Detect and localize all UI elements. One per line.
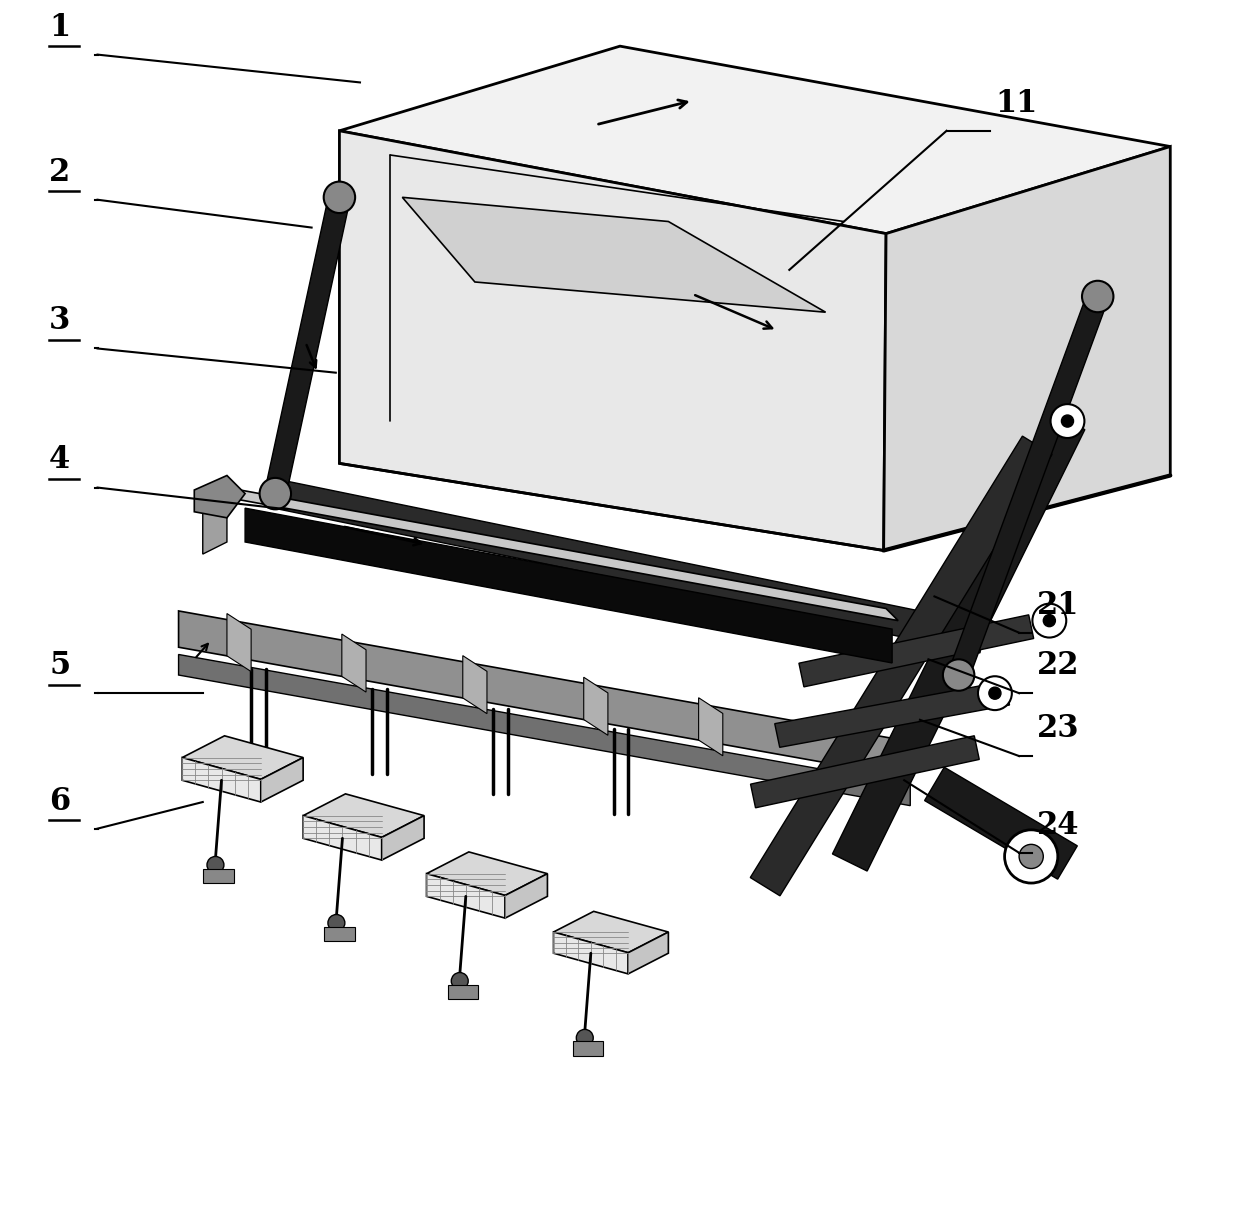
Circle shape: [324, 181, 355, 213]
Polygon shape: [553, 931, 629, 974]
Polygon shape: [463, 655, 487, 714]
Polygon shape: [382, 816, 424, 860]
Polygon shape: [182, 758, 260, 803]
Circle shape: [978, 676, 1012, 710]
Circle shape: [259, 478, 291, 510]
Polygon shape: [340, 131, 887, 551]
Text: 5: 5: [50, 651, 71, 681]
Circle shape: [1050, 404, 1085, 438]
Polygon shape: [227, 488, 898, 620]
Circle shape: [942, 659, 975, 691]
Circle shape: [577, 1030, 593, 1046]
Polygon shape: [832, 412, 1085, 871]
Polygon shape: [584, 677, 608, 736]
Circle shape: [988, 687, 1001, 699]
Polygon shape: [448, 985, 477, 1000]
Polygon shape: [264, 195, 350, 496]
Polygon shape: [342, 634, 366, 692]
Circle shape: [1033, 603, 1066, 637]
Polygon shape: [402, 197, 826, 313]
Circle shape: [1061, 415, 1074, 427]
Polygon shape: [629, 931, 668, 974]
Circle shape: [1019, 844, 1043, 868]
Polygon shape: [750, 437, 1052, 896]
Text: 2: 2: [50, 157, 71, 187]
Text: 6: 6: [50, 786, 71, 816]
Text: 22: 22: [1037, 651, 1080, 681]
Polygon shape: [925, 767, 1078, 879]
Text: 21: 21: [1037, 590, 1080, 620]
Text: 24: 24: [1037, 810, 1080, 840]
Circle shape: [327, 914, 345, 931]
Polygon shape: [260, 758, 303, 803]
Circle shape: [1083, 281, 1114, 313]
Polygon shape: [553, 911, 668, 952]
Polygon shape: [427, 873, 505, 918]
Polygon shape: [427, 852, 547, 895]
Circle shape: [207, 856, 224, 873]
Circle shape: [1043, 614, 1055, 626]
Polygon shape: [573, 1041, 603, 1055]
Text: 3: 3: [50, 305, 71, 337]
Circle shape: [451, 973, 469, 990]
Polygon shape: [227, 614, 252, 671]
Polygon shape: [203, 488, 227, 554]
Polygon shape: [203, 868, 233, 883]
Polygon shape: [340, 46, 1171, 233]
Text: 11: 11: [994, 88, 1037, 119]
Polygon shape: [273, 479, 986, 653]
Polygon shape: [505, 873, 547, 918]
Circle shape: [1004, 829, 1058, 883]
Polygon shape: [799, 615, 1034, 687]
Polygon shape: [949, 293, 1107, 679]
Polygon shape: [179, 654, 910, 806]
Polygon shape: [182, 736, 303, 779]
Polygon shape: [195, 475, 246, 518]
Polygon shape: [325, 927, 355, 941]
Text: 1: 1: [50, 11, 71, 43]
Polygon shape: [750, 736, 980, 807]
Polygon shape: [884, 146, 1171, 551]
Polygon shape: [775, 681, 1009, 748]
Polygon shape: [698, 698, 723, 756]
Polygon shape: [303, 794, 424, 838]
Text: 23: 23: [1037, 713, 1080, 744]
Polygon shape: [246, 508, 892, 663]
Polygon shape: [303, 816, 382, 860]
Polygon shape: [179, 610, 910, 778]
Text: 4: 4: [50, 445, 71, 475]
